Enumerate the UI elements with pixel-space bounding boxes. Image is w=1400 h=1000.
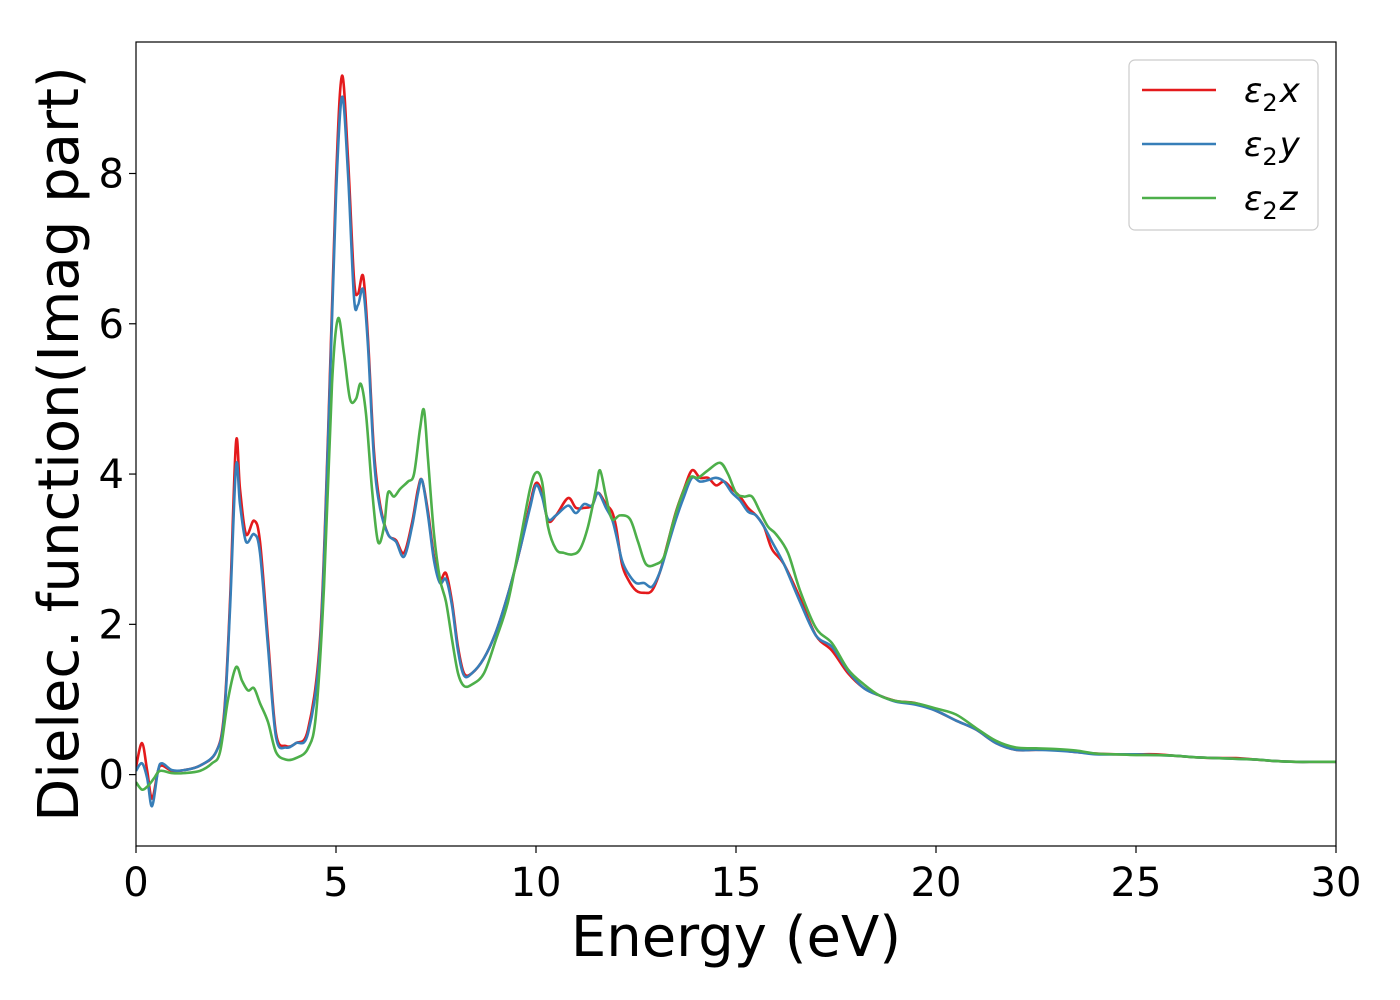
series-line-z bbox=[136, 316, 1336, 792]
legend: ε2x ε2y ε2z bbox=[1128, 59, 1319, 231]
x-tick-label: 15 bbox=[711, 860, 762, 906]
x-tick-label: 20 bbox=[911, 860, 962, 906]
x-tick-label: 25 bbox=[1111, 860, 1162, 906]
y-axis-ticks: 0 2 4 6 8 bbox=[99, 151, 136, 799]
legend-label-z: ε2z bbox=[1244, 179, 1299, 225]
series-line-y bbox=[136, 95, 1336, 808]
x-axis-ticks: 0 5 10 15 20 25 30 bbox=[123, 846, 1361, 906]
x-tick-label: 0 bbox=[123, 860, 148, 906]
y-tick-label: 0 bbox=[99, 753, 124, 799]
y-tick-label: 4 bbox=[99, 452, 124, 498]
data-curves bbox=[136, 74, 1336, 808]
legend-box bbox=[1128, 59, 1319, 231]
x-tick-label: 5 bbox=[323, 860, 348, 906]
x-tick-label: 10 bbox=[511, 860, 562, 906]
legend-label-y: ε2y bbox=[1244, 125, 1301, 171]
y-axis-title: Dielec. function(Imag part) bbox=[27, 66, 92, 822]
x-axis-title: Energy (eV) bbox=[571, 905, 901, 970]
y-tick-label: 8 bbox=[99, 151, 124, 197]
x-tick-label: 30 bbox=[1311, 860, 1362, 906]
y-tick-label: 6 bbox=[99, 302, 124, 348]
legend-label-x: ε2x bbox=[1244, 71, 1301, 117]
y-tick-label: 2 bbox=[99, 602, 124, 648]
